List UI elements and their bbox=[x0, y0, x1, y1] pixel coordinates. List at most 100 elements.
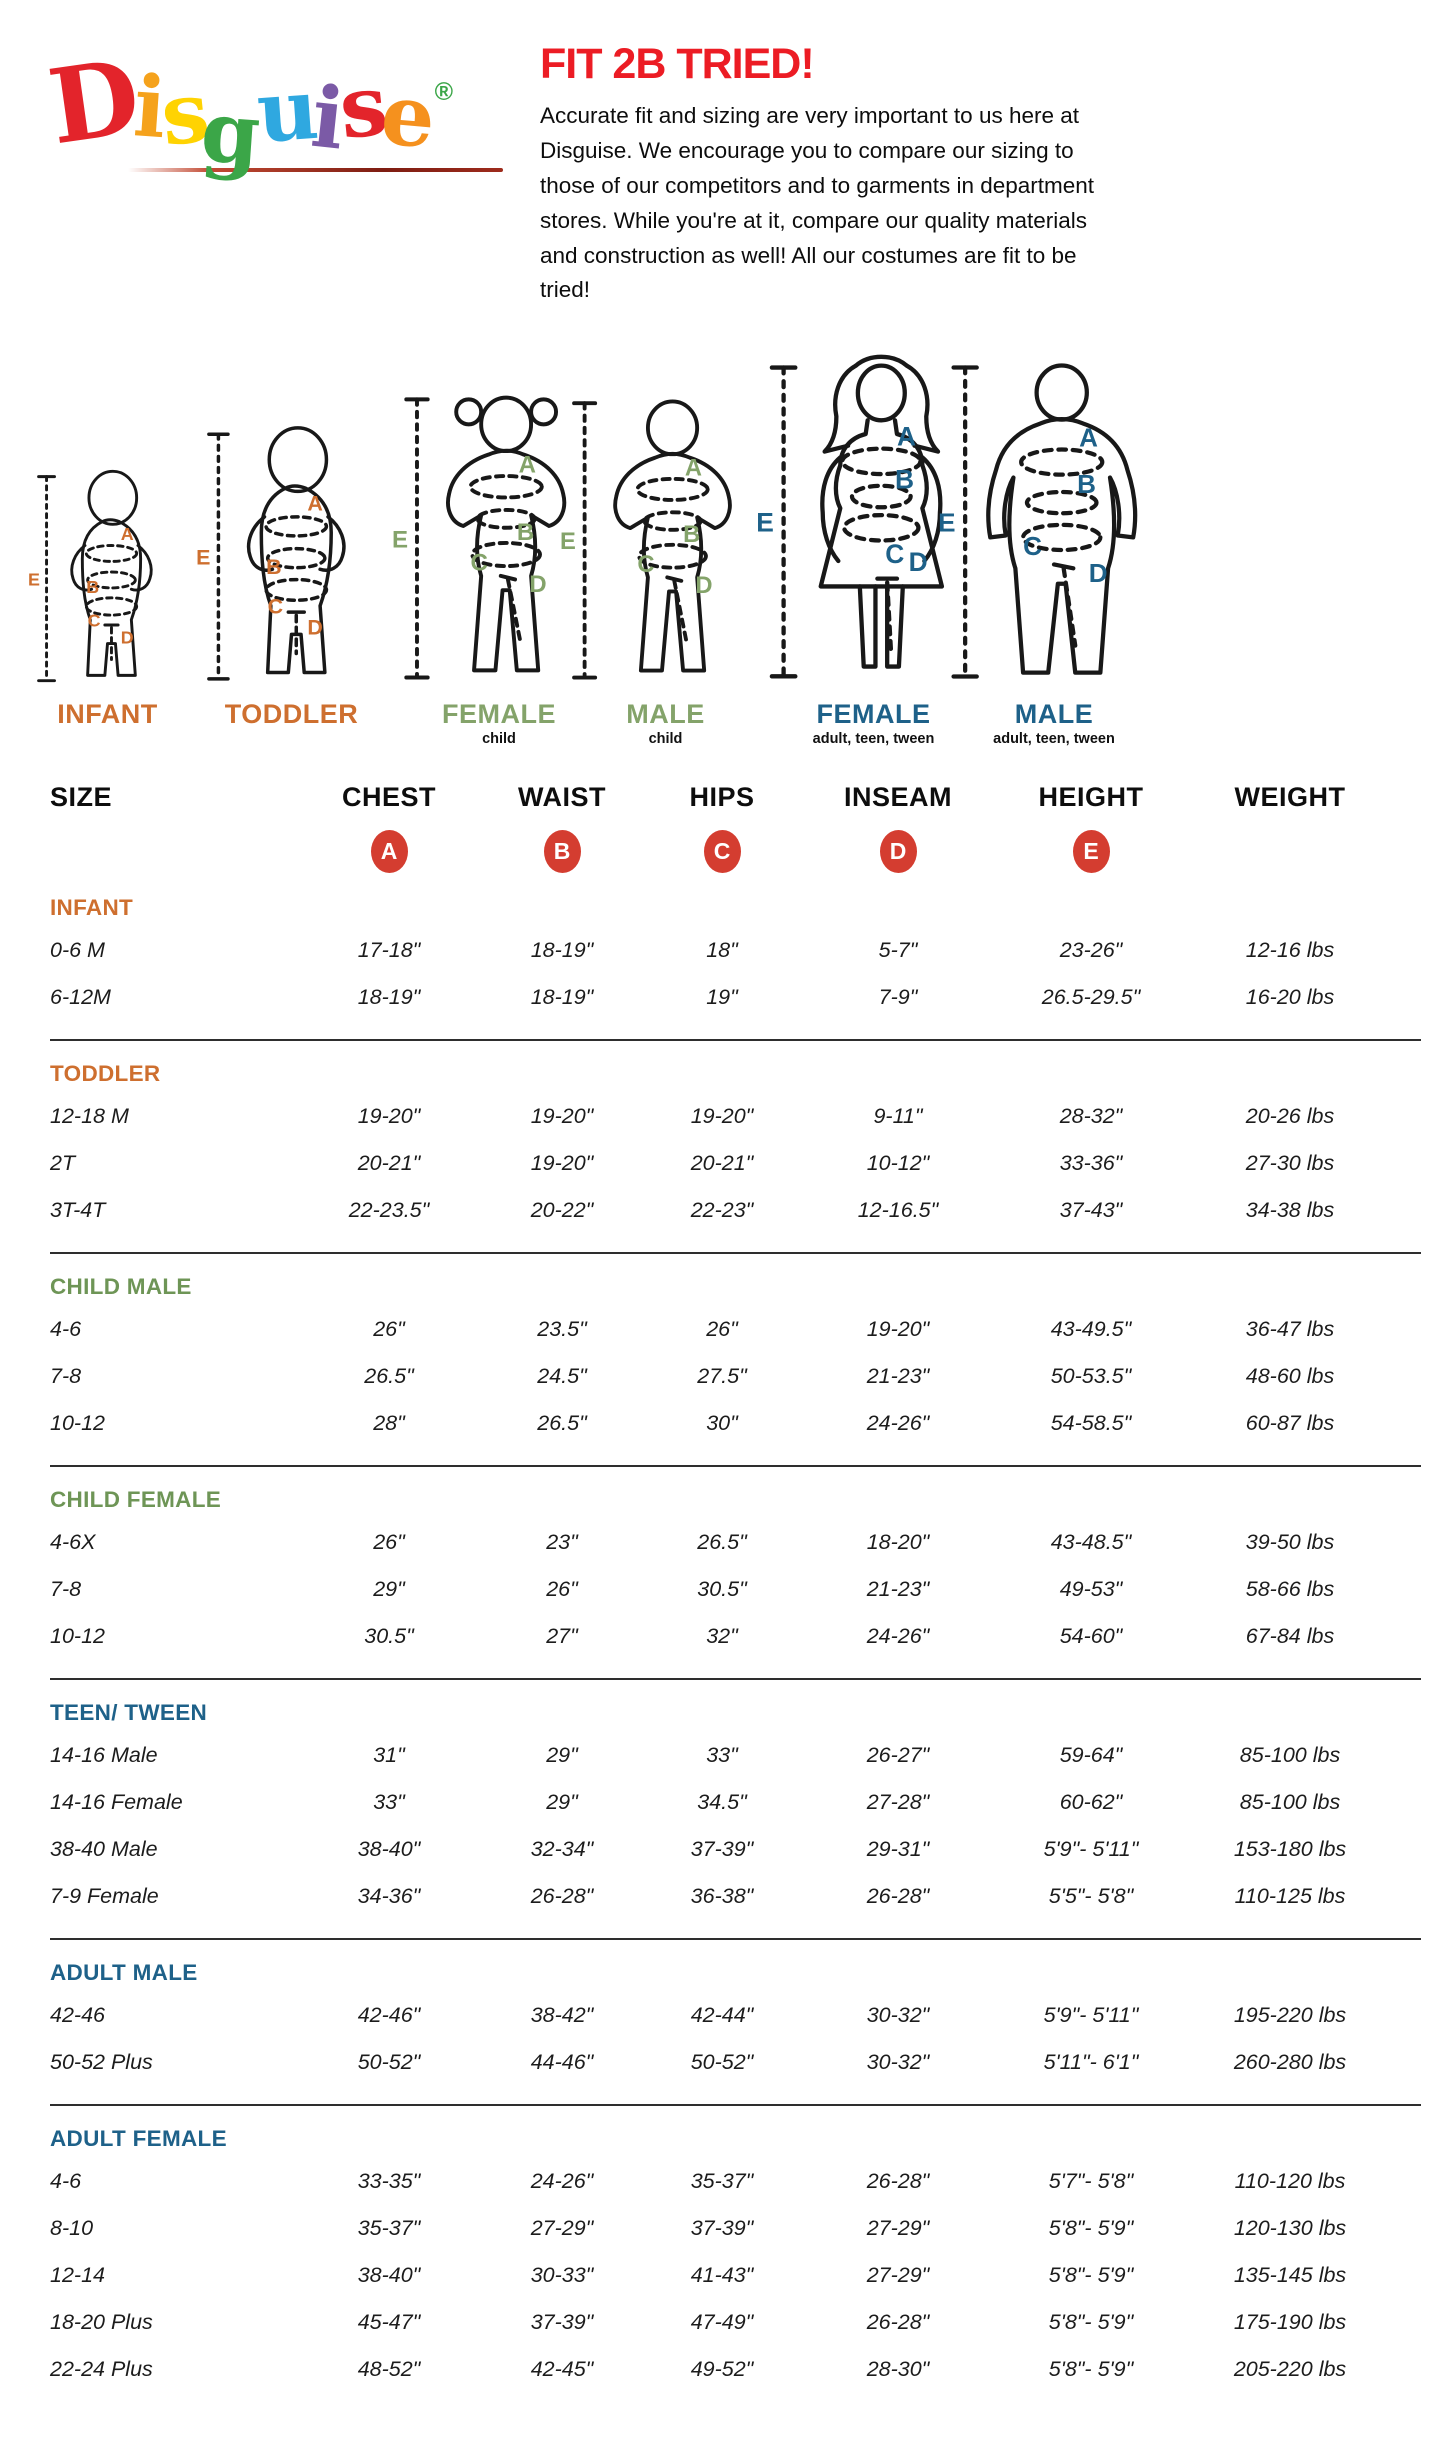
logo-letter: u bbox=[253, 59, 317, 162]
value-cell: 27" bbox=[546, 1624, 578, 1649]
section-divider bbox=[50, 1039, 1421, 1042]
value-cell: 85-100 lbs bbox=[1239, 1743, 1341, 1768]
size-cell: 4-6X bbox=[50, 1530, 96, 1555]
value-cell: 50-52" bbox=[690, 2050, 754, 2075]
value-cell: 5'11"- 6'1" bbox=[1043, 2050, 1139, 2075]
logo-letter: g bbox=[198, 81, 259, 184]
value-cell: 16-20 lbs bbox=[1245, 985, 1335, 1010]
figure-caption: INFANT bbox=[57, 700, 158, 752]
value-cell: 35-37" bbox=[357, 2216, 421, 2241]
value-cell: 10-12" bbox=[866, 1151, 930, 1176]
value-cell: 26-28" bbox=[866, 2310, 930, 2335]
height-measure-line bbox=[951, 365, 979, 679]
measure-letter-waist: B bbox=[895, 465, 914, 495]
value-cell: 26" bbox=[373, 1530, 405, 1555]
value-cell: 22-23" bbox=[690, 1198, 754, 1223]
measure-letter-height: E bbox=[756, 508, 774, 538]
value-cell: 5'5"- 5'8" bbox=[1048, 1884, 1134, 1909]
size-table: SIZE CHEST WAIST HIPS INSEAM HEIGHT WEIGHT A B C D… bbox=[0, 752, 1445, 2439]
measure-letter-inseam: D bbox=[307, 616, 322, 640]
value-cell: 18-19" bbox=[357, 985, 421, 1010]
value-cell: 28" bbox=[373, 1411, 405, 1436]
value-cell: 18-20" bbox=[866, 1530, 930, 1555]
section-title: TEEN/ TWEEN bbox=[50, 1700, 208, 1726]
value-cell: 18-19" bbox=[530, 938, 594, 963]
value-cell: 48-52" bbox=[357, 2357, 421, 2382]
table-row: 10-12 28" 26.5" 30" 24-26" 54-58.5" 60-87 lbs bbox=[50, 1400, 1421, 1447]
value-cell: 67-84 lbs bbox=[1245, 1624, 1335, 1649]
value-cell: 24-26" bbox=[866, 1411, 930, 1436]
value-cell: 5'8"- 5'9" bbox=[1048, 2357, 1134, 2382]
value-cell: 12-16 lbs bbox=[1245, 938, 1335, 963]
size-cell: 7-8 bbox=[50, 1364, 82, 1389]
size-cell: 22-24 Plus bbox=[50, 2357, 153, 2382]
measure-badge-row: A B C D E bbox=[50, 827, 1421, 875]
figure-caption: FEMALE child bbox=[442, 700, 556, 752]
value-cell: 30-33" bbox=[530, 2263, 594, 2288]
measure-badge-d: D bbox=[879, 829, 917, 873]
measure-letter-inseam: D bbox=[695, 573, 712, 599]
height-measure-line bbox=[404, 397, 430, 680]
size-cell: 10-12 bbox=[50, 1411, 105, 1436]
size-cell: 50-52 Plus bbox=[50, 2050, 153, 2075]
adult-female-illustration: E AB C D bbox=[756, 354, 945, 679]
value-cell: 30-32" bbox=[866, 2050, 930, 2075]
logo-letter: e bbox=[377, 64, 435, 167]
toddler-illustration: E A BCD bbox=[196, 426, 346, 681]
table-row: 0-6 M 17-18" 18-19" 18" 5-7" 23-26" 12-16 lbs bbox=[50, 927, 1421, 974]
value-cell: 5'9"- 5'11" bbox=[1043, 2003, 1139, 2028]
section-divider bbox=[50, 1465, 1421, 1468]
value-cell: 36-47 lbs bbox=[1245, 1317, 1335, 1342]
section-title: CHILD FEMALE bbox=[50, 1487, 222, 1513]
column-header-size: SIZE bbox=[50, 782, 113, 813]
table-row: 3T-4T 22-23.5" 20-22" 22-23" 12-16.5" 37-43" 3… bbox=[50, 1187, 1421, 1234]
disguise-logo-wordmark: Disguise® bbox=[42, 38, 540, 184]
column-header-weight: WEIGHT bbox=[1234, 782, 1346, 813]
measure-letter-inseam: D bbox=[909, 547, 928, 577]
value-cell: 24-26" bbox=[866, 1624, 930, 1649]
section-title: ADULT MALE bbox=[50, 1960, 198, 1986]
section-title: INFANT bbox=[50, 895, 134, 921]
size-cell: 14-16 Female bbox=[50, 1790, 183, 1815]
value-cell: 26" bbox=[546, 1577, 578, 1602]
value-cell: 42-44" bbox=[690, 2003, 754, 2028]
section-title: TODDLER bbox=[50, 1061, 161, 1087]
measure-badge-a: A bbox=[370, 829, 408, 873]
table-row: 7-9 Female 34-36" 26-28" 36-38" 26-28" 5'5"- … bbox=[50, 1873, 1421, 1920]
value-cell: 38-40" bbox=[357, 1837, 421, 1862]
value-cell: 30.5" bbox=[364, 1624, 414, 1649]
value-cell: 26-28" bbox=[866, 2169, 930, 2194]
figure-caption: MALE child bbox=[626, 700, 705, 752]
table-row: 12-18 M 19-20" 19-20" 19-20" 9-11" 28-32" 20-2… bbox=[50, 1093, 1421, 1140]
value-cell: 110-125 lbs bbox=[1234, 1884, 1346, 1909]
value-cell: 27-30 lbs bbox=[1245, 1151, 1335, 1176]
table-row: 2T 20-21" 19-20" 20-21" 10-12" 33-36" 27-30 lb… bbox=[50, 1140, 1421, 1187]
size-cell: 12-18 M bbox=[50, 1104, 129, 1129]
size-cell: 42-46 bbox=[50, 2003, 105, 2028]
value-cell: 35-37" bbox=[690, 2169, 754, 2194]
value-cell: 37-39" bbox=[690, 1837, 754, 1862]
value-cell: 26-27" bbox=[866, 1743, 930, 1768]
figure-subcaption: adult, teen, tween bbox=[993, 730, 1115, 747]
value-cell: 5'8"- 5'9" bbox=[1048, 2310, 1134, 2335]
size-cell: 7-8 bbox=[50, 1577, 82, 1602]
section-divider bbox=[50, 1678, 1421, 1681]
measure-letter-hips: C bbox=[637, 552, 654, 578]
value-cell: 28-32" bbox=[1059, 1104, 1123, 1129]
value-cell: 30.5" bbox=[697, 1577, 747, 1602]
size-cell: 14-16 Male bbox=[50, 1743, 158, 1768]
measure-letter-hips: C bbox=[885, 539, 904, 569]
value-cell: 50-52" bbox=[357, 2050, 421, 2075]
value-cell: 153-180 lbs bbox=[1233, 1837, 1347, 1862]
value-cell: 195-220 lbs bbox=[1233, 2003, 1347, 2028]
value-cell: 260-280 lbs bbox=[1233, 2050, 1347, 2075]
section-title: CHILD MALE bbox=[50, 1274, 192, 1300]
value-cell: 45-47" bbox=[357, 2310, 421, 2335]
measure-letter-chest: A bbox=[307, 492, 322, 516]
value-cell: 26.5-29.5" bbox=[1041, 985, 1141, 1010]
section-title: ADULT FEMALE bbox=[50, 2126, 227, 2152]
value-cell: 42-46" bbox=[357, 2003, 421, 2028]
value-cell: 23.5" bbox=[537, 1317, 587, 1342]
measure-letter-chest: A bbox=[519, 452, 536, 479]
value-cell: 60-62" bbox=[1059, 1790, 1123, 1815]
